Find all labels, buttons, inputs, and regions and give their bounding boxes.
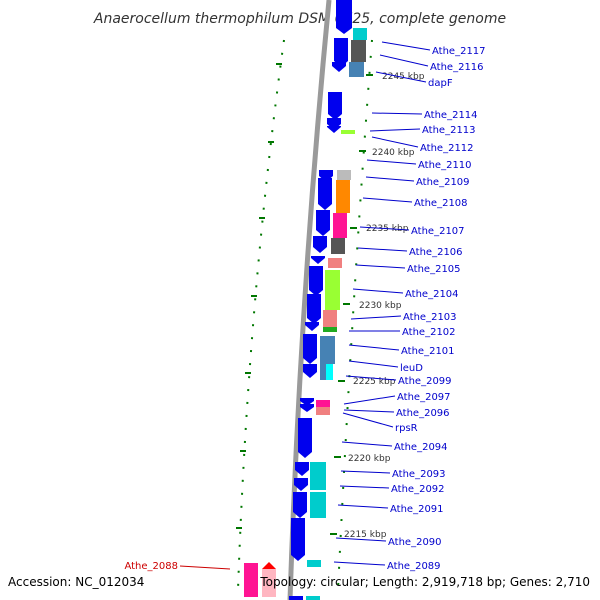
gene-arrows — [289, 0, 352, 600]
gene-label-athe-2101[interactable]: Athe_2101 — [401, 346, 455, 357]
gene-label-athe-2103[interactable]: Athe_2103 — [403, 312, 457, 323]
kbp-ticks — [330, 74, 373, 535]
gene-label-athe-2112[interactable]: Athe_2112 — [420, 143, 474, 154]
gene-label-rpsr[interactable]: rpsR — [395, 423, 418, 434]
kbp-label-2215: 2215 kbp — [344, 530, 387, 540]
gene-blocks — [244, 28, 367, 600]
gene-label-athe-2106[interactable]: Athe_2106 — [409, 247, 463, 258]
outer-tick-marks — [236, 63, 282, 529]
gene-label-athe-2090[interactable]: Athe_2090 — [388, 537, 442, 548]
gene-label-dapf[interactable]: dapF — [428, 78, 453, 89]
kbp-label-2230: 2230 kbp — [359, 301, 402, 311]
kbp-label-2240: 2240 kbp — [372, 148, 415, 158]
gene-label-athe-2102[interactable]: Athe_2102 — [402, 327, 456, 338]
gene-label-athe-2096[interactable]: Athe_2096 — [396, 408, 450, 419]
topology-text: Topology: circular; Length: 2,919,718 bp… — [259, 575, 590, 589]
gene-label-athe-2097[interactable]: Athe_2097 — [397, 392, 451, 403]
label-leader-lines — [333, 41, 431, 566]
gene-label-athe-2099[interactable]: Athe_2099 — [398, 376, 452, 387]
gene-label-athe-2108[interactable]: Athe_2108 — [414, 198, 468, 209]
gene-label-athe-2114[interactable]: Athe_2114 — [424, 110, 478, 121]
map-title: Anaerocellum thermophilum DSM 6725, comp… — [93, 11, 506, 27]
gene-label-leud[interactable]: leuD — [400, 363, 423, 374]
outer-dotted-arc — [237, 39, 285, 591]
gene-label-athe-2094[interactable]: Athe_2094 — [394, 442, 448, 453]
gene-label-athe-2117[interactable]: Athe_2117 — [432, 46, 486, 57]
gene-label-athe-2092[interactable]: Athe_2092 — [391, 484, 445, 495]
gene-label-athe-2093[interactable]: Athe_2093 — [392, 469, 446, 480]
highlight-leader-line — [179, 565, 231, 570]
gene-label-athe-2116[interactable]: Athe_2116 — [430, 62, 484, 73]
kbp-label-2220: 2220 kbp — [348, 454, 391, 464]
gene-label-athe-2089[interactable]: Athe_2089 — [387, 561, 441, 572]
gene-label-athe-2088[interactable]: Athe_2088 — [124, 561, 178, 572]
inner-dotted-arc — [337, 39, 373, 591]
kbp-label-2225: 2225 kbp — [353, 377, 396, 387]
gene-label-athe-2104[interactable]: Athe_2104 — [405, 289, 459, 300]
gene-labels: Athe_2117 Athe_2116 dapF Athe_2114 Athe_… — [387, 46, 486, 572]
gene-label-athe-2091[interactable]: Athe_2091 — [390, 504, 444, 515]
genome-backbone — [287, 0, 332, 600]
gene-label-athe-2109[interactable]: Athe_2109 — [416, 177, 470, 188]
gene-label-athe-2105[interactable]: Athe_2105 — [407, 264, 461, 275]
gene-label-athe-2110[interactable]: Athe_2110 — [418, 160, 472, 171]
gene-label-athe-2113[interactable]: Athe_2113 — [422, 125, 476, 136]
gene-label-athe-2107[interactable]: Athe_2107 — [411, 226, 465, 237]
accession-text: Accession: NC_012034 — [8, 575, 144, 589]
